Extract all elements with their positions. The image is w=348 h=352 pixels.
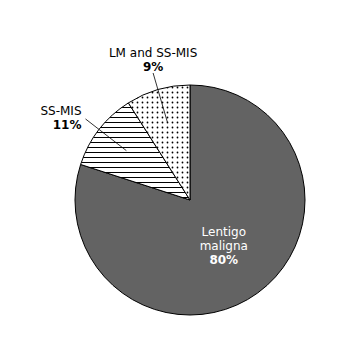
labels: Lentigomaligna80% SS-MIS11% LM and SS-MIS9… [40, 46, 248, 268]
slice-label: 11% [53, 118, 82, 132]
slice-label: maligna [200, 239, 248, 253]
slice-label: SS-MIS [40, 104, 81, 118]
slice [75, 85, 305, 315]
slices [75, 85, 305, 315]
leader-line [86, 119, 127, 151]
slice-label: 9% [143, 60, 163, 74]
chart: Lentigomaligna80% SS-MIS11% LM and SS-MIS9… [0, 0, 348, 352]
slice-label: LM and SS-MIS [109, 46, 197, 60]
slice-label: Lentigo [202, 225, 246, 239]
slice-label: 80% [209, 253, 238, 267]
slice [128, 85, 190, 200]
leader-line [153, 73, 167, 123]
